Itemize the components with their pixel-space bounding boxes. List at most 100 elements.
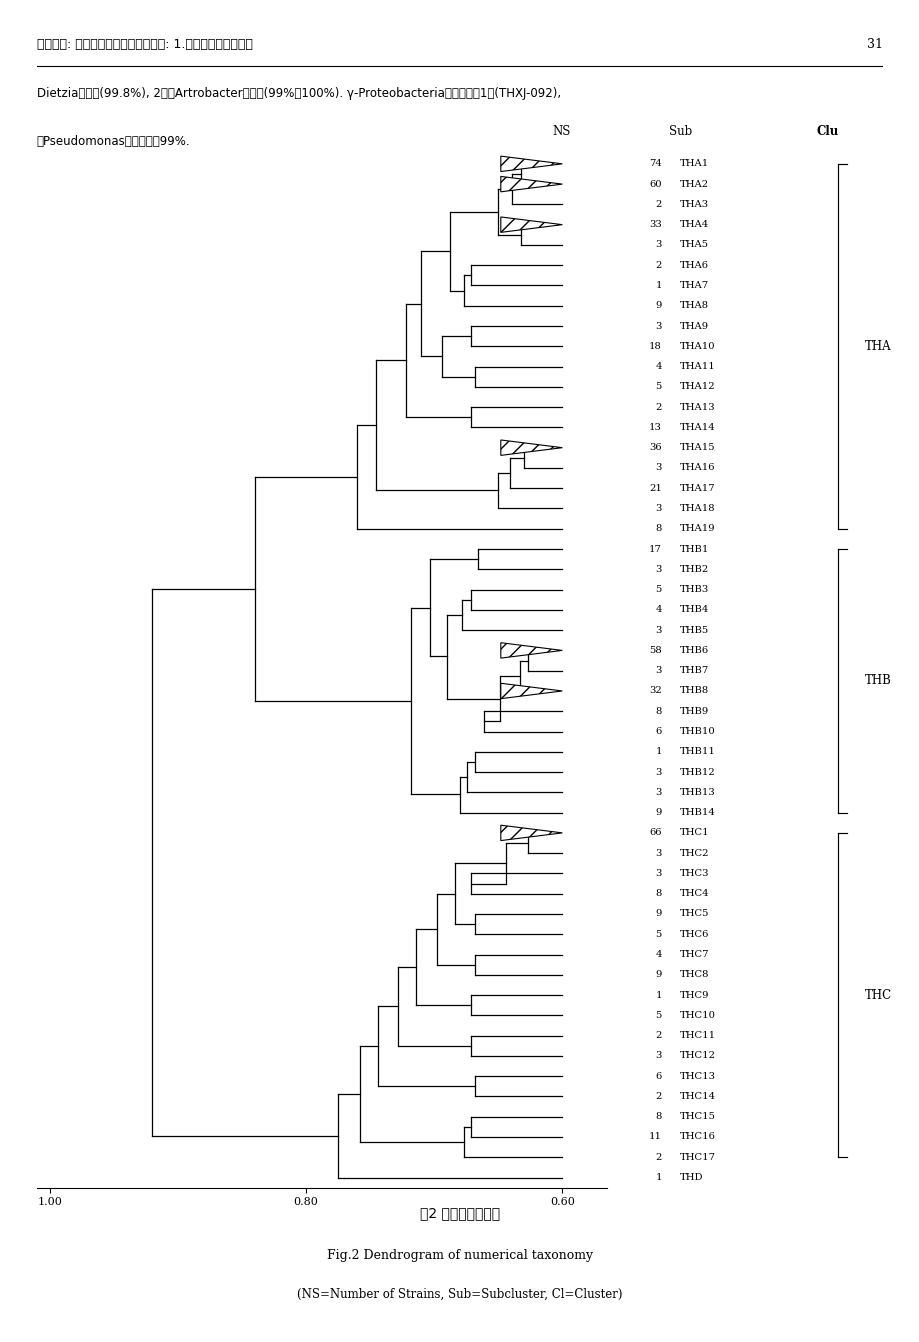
Text: THD: THD (679, 1173, 703, 1182)
Text: 3: 3 (654, 240, 661, 250)
Text: 2: 2 (654, 1153, 661, 1162)
Text: 2: 2 (654, 1031, 661, 1040)
Text: 31: 31 (867, 39, 882, 51)
Text: THC6: THC6 (679, 930, 709, 939)
Text: THA19: THA19 (679, 525, 715, 533)
Text: 8: 8 (654, 1113, 661, 1121)
Text: (NS=Number of Strains, Sub=Subcluster, Cl=Cluster): (NS=Number of Strains, Sub=Subcluster, C… (297, 1288, 622, 1300)
Text: THC16: THC16 (679, 1133, 715, 1142)
Text: THC15: THC15 (679, 1113, 715, 1121)
Text: 4: 4 (654, 950, 661, 960)
Text: THB: THB (864, 674, 891, 687)
Text: 32: 32 (649, 687, 661, 695)
Polygon shape (500, 217, 562, 232)
Text: NS: NS (551, 125, 570, 137)
Text: THA1: THA1 (679, 160, 709, 168)
Text: THA3: THA3 (679, 200, 709, 209)
Polygon shape (500, 643, 562, 658)
Polygon shape (500, 440, 562, 455)
Text: 9: 9 (654, 808, 661, 817)
Text: 图2 数値分类聚类图: 图2 数値分类聚类图 (419, 1205, 500, 1220)
Text: THB11: THB11 (679, 747, 715, 757)
Text: 6: 6 (655, 727, 661, 735)
Text: 13: 13 (648, 423, 661, 432)
Text: THC10: THC10 (679, 1011, 715, 1020)
Text: 9: 9 (654, 301, 661, 310)
Text: THC3: THC3 (679, 868, 709, 878)
Text: THA18: THA18 (679, 505, 715, 513)
Text: THA8: THA8 (679, 301, 709, 310)
Text: 4: 4 (654, 362, 661, 372)
Text: 36: 36 (649, 443, 661, 452)
Text: 3: 3 (654, 1051, 661, 1060)
Text: 74: 74 (648, 160, 661, 168)
Text: THB12: THB12 (679, 768, 715, 777)
Text: 5: 5 (654, 585, 661, 595)
Text: 3: 3 (654, 505, 661, 513)
Text: THB5: THB5 (679, 625, 709, 635)
Text: 6: 6 (655, 1072, 661, 1080)
Text: 3: 3 (654, 788, 661, 797)
Text: THC14: THC14 (679, 1092, 715, 1100)
Text: 1: 1 (654, 990, 661, 1000)
Text: THA6: THA6 (679, 260, 709, 270)
Text: THB1: THB1 (679, 545, 709, 553)
Text: Dietzia属相似(99.8%), 2株与Artrobacter属相似(99%和100%). γ-Proteobacteria类群仅发现1株(THXJ-092: Dietzia属相似(99.8%), 2株与Artrobacter属相似(99%… (37, 87, 561, 99)
Text: THA7: THA7 (679, 280, 709, 290)
Text: 2: 2 (654, 200, 661, 209)
Text: 9: 9 (654, 910, 661, 918)
Text: 2: 2 (654, 403, 661, 412)
Text: THA5: THA5 (679, 240, 709, 250)
Text: 21: 21 (648, 483, 661, 493)
Text: 1: 1 (654, 280, 661, 290)
Text: THB4: THB4 (679, 605, 709, 615)
Text: THC5: THC5 (679, 910, 709, 918)
Text: THB13: THB13 (679, 788, 715, 797)
Text: 2: 2 (654, 1092, 661, 1100)
Text: THA14: THA14 (679, 423, 715, 432)
Text: THA15: THA15 (679, 443, 715, 452)
Text: Fig.2 Dendrogram of numerical taxonomy: Fig.2 Dendrogram of numerical taxonomy (326, 1249, 593, 1261)
Text: THC7: THC7 (679, 950, 709, 960)
Polygon shape (500, 176, 562, 192)
Text: THA: THA (864, 340, 891, 353)
Text: THB3: THB3 (679, 585, 709, 595)
Text: 58: 58 (649, 646, 661, 655)
Text: 33: 33 (649, 220, 661, 229)
Text: THB8: THB8 (679, 687, 709, 695)
Text: THC2: THC2 (679, 848, 709, 858)
Text: 1: 1 (654, 747, 661, 757)
Text: 5: 5 (654, 1011, 661, 1020)
Text: THB9: THB9 (679, 707, 709, 715)
Text: THC9: THC9 (679, 990, 709, 1000)
Text: 11: 11 (648, 1133, 661, 1142)
Text: THA17: THA17 (679, 483, 715, 493)
Text: THA9: THA9 (679, 322, 709, 330)
Text: THC8: THC8 (679, 970, 709, 980)
Text: 8: 8 (654, 525, 661, 533)
Text: 1: 1 (654, 1173, 661, 1182)
Polygon shape (500, 825, 562, 840)
Text: 周丽华等: 太湖沉积物中的可培兿细菌: 1.细菌多样性初步分析: 周丽华等: 太湖沉积物中的可培兿细菌: 1.细菌多样性初步分析 (37, 39, 253, 51)
Text: THB6: THB6 (679, 646, 709, 655)
Text: 8: 8 (654, 707, 661, 715)
Text: THA16: THA16 (679, 463, 715, 472)
Text: 3: 3 (654, 768, 661, 777)
Text: THB7: THB7 (679, 666, 709, 675)
Text: THA10: THA10 (679, 342, 715, 350)
Text: 3: 3 (654, 322, 661, 330)
Text: THC11: THC11 (679, 1031, 715, 1040)
Text: THC13: THC13 (679, 1072, 715, 1080)
Text: 3: 3 (654, 666, 661, 675)
Text: 3: 3 (654, 625, 661, 635)
Text: 3: 3 (654, 868, 661, 878)
Text: 8: 8 (654, 890, 661, 898)
Text: 18: 18 (648, 342, 661, 350)
Text: 3: 3 (654, 848, 661, 858)
Text: 4: 4 (654, 605, 661, 615)
Text: 5: 5 (654, 930, 661, 939)
Text: THC: THC (864, 989, 891, 1001)
Text: 3: 3 (654, 565, 661, 574)
Text: 17: 17 (648, 545, 661, 553)
Text: 3: 3 (654, 463, 661, 472)
